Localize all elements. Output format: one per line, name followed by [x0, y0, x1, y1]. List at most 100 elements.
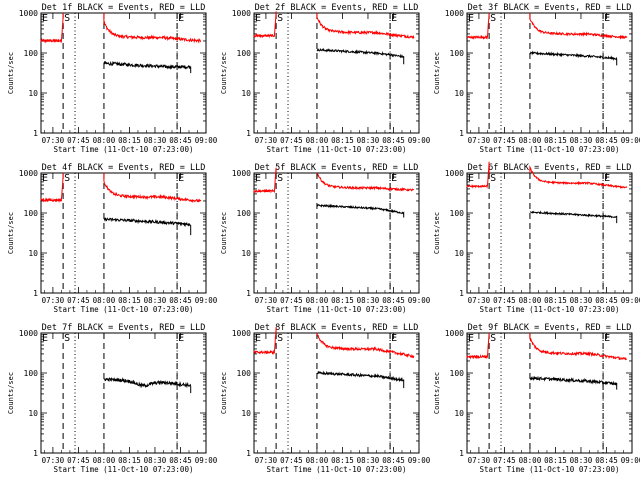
detector-panel-1: Det 1f BLACK = Events, RED = LLD 1 10 100 10… — [7, 3, 218, 154]
lld-trace — [316, 333, 415, 359]
marker-E-start: E — [255, 173, 261, 184]
lld-trace — [103, 173, 202, 204]
y-tick-label: 10 — [28, 89, 38, 98]
x-tick-label: 09:00 — [621, 456, 640, 465]
panel-title: Det 4f BLACK = Events, RED = LLD — [42, 163, 206, 173]
x-axis-label: Start Time (11-Oct-10 07:23:00) — [480, 305, 620, 314]
marker-S: S — [490, 333, 496, 344]
x-tick-label: 08:15 — [118, 136, 141, 145]
marker-E-end: E — [604, 333, 610, 344]
x-tick-label: 07:45 — [493, 456, 516, 465]
events-trace — [316, 370, 405, 389]
x-tick-label: 07:30 — [42, 296, 65, 305]
x-axis-label: Start Time (11-Oct-10 07:23:00) — [267, 465, 407, 474]
marker-E-end: E — [178, 13, 184, 24]
y-axis-label: Counts/sec — [220, 372, 228, 414]
x-tick-label: 09:00 — [621, 136, 640, 145]
x-tick-label: 08:15 — [331, 296, 354, 305]
events-trace — [103, 217, 192, 236]
plot-frame — [466, 12, 633, 134]
lld-trace-pre — [253, 327, 277, 355]
marker-S: S — [277, 13, 283, 24]
lld-trace — [529, 13, 628, 40]
y-tick-label: 10 — [241, 89, 251, 98]
marker-E-start: E — [468, 13, 474, 24]
y-tick-label: 1000 — [232, 169, 251, 178]
x-tick-label: 07:45 — [67, 296, 90, 305]
x-axis-label: Start Time (11-Oct-10 07:23:00) — [54, 145, 194, 154]
y-axis-label: Counts/sec — [220, 212, 228, 254]
panel-title: Det 3f BLACK = Events, RED = LLD — [468, 3, 632, 13]
marker-E-end: E — [391, 333, 397, 344]
x-tick-label: 09:00 — [195, 456, 218, 465]
y-axis-label: Counts/sec — [7, 52, 15, 94]
lld-trace — [103, 13, 202, 44]
marker-S: S — [490, 13, 496, 24]
x-tick-label: 08:00 — [519, 136, 542, 145]
detector-panel-8: Det 8f BLACK = Events, RED = LLD 1 10 100 10… — [220, 323, 431, 474]
x-axis-label: Start Time (11-Oct-10 07:23:00) — [54, 465, 194, 474]
events-trace — [103, 60, 192, 74]
x-tick-label: 08:00 — [306, 296, 329, 305]
x-tick-label: 08:30 — [570, 456, 593, 465]
y-tick-label: 1000 — [445, 169, 464, 178]
lld-trace — [529, 333, 628, 361]
lld-trace — [529, 165, 628, 190]
panel-title: Det 6f BLACK = Events, RED = LLD — [468, 163, 632, 173]
detector-panel-6: Det 6f BLACK = Events, RED = LLD 1 10 100 10… — [433, 161, 640, 314]
y-tick-label: 1 — [246, 289, 251, 298]
x-tick-label: 09:00 — [408, 296, 431, 305]
events-trace — [103, 377, 192, 394]
x-tick-label: 08:15 — [331, 456, 354, 465]
x-axis-label: Start Time (11-Oct-10 07:23:00) — [267, 145, 407, 154]
detector-panel-5: Det 5f BLACK = Events, RED = LLD 1 10 100 10… — [220, 163, 431, 314]
x-tick-label: 08:45 — [595, 456, 618, 465]
marker-E-start: E — [42, 333, 48, 344]
marker-E-end: E — [604, 173, 610, 184]
y-tick-label: 1 — [246, 129, 251, 138]
x-tick-label: 07:30 — [42, 136, 65, 145]
x-tick-label: 09:00 — [195, 136, 218, 145]
y-tick-label: 1000 — [232, 9, 251, 18]
y-tick-label: 10 — [241, 249, 251, 258]
events-trace — [316, 47, 405, 65]
x-tick-label: 08:45 — [169, 136, 192, 145]
x-tick-label: 08:00 — [93, 136, 116, 145]
y-tick-label: 1 — [33, 449, 38, 458]
x-tick-label: 07:45 — [493, 136, 516, 145]
panel-title: Det 8f BLACK = Events, RED = LLD — [255, 323, 419, 333]
lld-trace-pre — [40, 173, 64, 203]
x-tick-label: 07:30 — [468, 296, 491, 305]
x-tick-label: 08:00 — [519, 456, 542, 465]
y-tick-label: 1 — [33, 289, 38, 298]
x-tick-label: 07:45 — [280, 456, 303, 465]
y-tick-label: 10 — [454, 409, 464, 418]
x-tick-label: 08:45 — [169, 296, 192, 305]
plot-frame — [253, 332, 420, 454]
lld-trace — [316, 172, 415, 192]
detector-panel-2: Det 2f BLACK = Events, RED = LLD 1 10 100 10… — [220, 3, 431, 154]
x-tick-label: 08:30 — [144, 136, 167, 145]
x-tick-label: 08:45 — [382, 136, 405, 145]
y-tick-label: 100 — [450, 49, 465, 58]
lld-trace-pre — [466, 161, 490, 189]
x-tick-label: 07:30 — [468, 136, 491, 145]
y-tick-label: 1 — [246, 449, 251, 458]
marker-S: S — [490, 173, 496, 184]
y-tick-label: 10 — [28, 409, 38, 418]
lld-trace-pre — [40, 13, 64, 44]
x-tick-label: 08:45 — [595, 296, 618, 305]
marker-E-end: E — [178, 173, 184, 184]
x-tick-label: 08:30 — [144, 296, 167, 305]
marker-E-end: E — [604, 13, 610, 24]
panel-title: Det 5f BLACK = Events, RED = LLD — [255, 163, 419, 173]
events-trace — [529, 375, 618, 390]
x-tick-label: 08:30 — [357, 456, 380, 465]
x-tick-label: 08:45 — [382, 296, 405, 305]
x-tick-label: 08:15 — [118, 296, 141, 305]
y-tick-label: 10 — [454, 249, 464, 258]
x-tick-label: 08:45 — [595, 136, 618, 145]
y-tick-label: 10 — [241, 409, 251, 418]
lld-trace-pre — [466, 332, 490, 360]
y-axis-label: Counts/sec — [7, 372, 15, 414]
